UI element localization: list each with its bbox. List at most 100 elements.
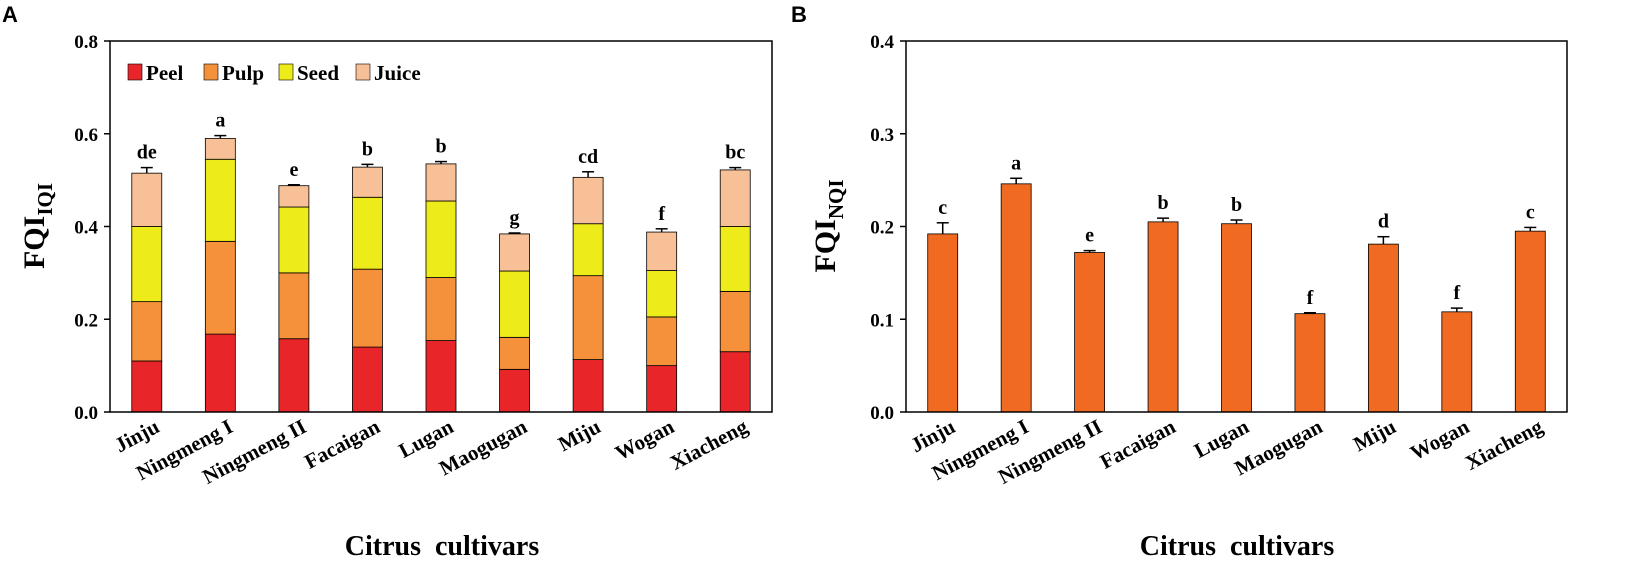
a-bar-xiacheng-pulp	[719, 291, 751, 353]
a-bar-maogugan-pulp	[499, 336, 530, 370]
a-category-label-miju: Miju	[554, 414, 605, 456]
a-sig-label-ningmeng-i: a	[215, 110, 225, 132]
panel-a-legend: Peel Pulp Seed Juice	[127, 61, 421, 85]
a-bar-jinju-juice	[131, 172, 163, 227]
panel-b-letter: B	[791, 2, 807, 27]
svg-text:FQIIQI: FQIIQI	[18, 183, 57, 269]
b-sig-label-lugan: b	[1231, 194, 1242, 216]
a-bar-lugan-juice	[425, 163, 457, 202]
a-ytick-label: 0.8	[74, 32, 98, 53]
a-bar-ningmeng-ii-juice	[278, 185, 310, 208]
b-bar-maogugan	[1294, 313, 1326, 413]
b-sig-label-ningmeng-i: a	[1011, 152, 1021, 174]
a-bar-miju-juice	[572, 176, 604, 225]
a-ytick-label: 0.6	[74, 125, 98, 146]
a-bar-ningmeng-i-seed	[204, 158, 236, 242]
b-bar-lugan	[1221, 223, 1252, 413]
b-bar-facaigan	[1147, 221, 1179, 413]
panel-a-y-axis-title-main: FQI	[18, 216, 51, 269]
panel-b-y-axis-title-sub: NQI	[824, 179, 848, 219]
a-bar-wogan-peel	[646, 365, 678, 413]
legend-peel-swatch	[127, 63, 143, 81]
a-bar-jinju-seed	[131, 226, 163, 303]
b-bar-ningmeng-ii	[1074, 252, 1106, 413]
b-sig-label-facaigan: b	[1157, 192, 1168, 214]
b-ytick-label: 0.0	[870, 403, 894, 424]
a-category-label-facaigan: Facaigan	[300, 414, 384, 474]
a-ytick-label: 0.2	[74, 310, 98, 331]
b-bar-wogan	[1441, 311, 1473, 413]
b-sig-label-ningmeng-ii: e	[1085, 225, 1094, 247]
a-bar-wogan-pulp	[646, 316, 678, 367]
a-bar-lugan-peel	[425, 340, 457, 413]
a-bar-ningmeng-i-juice	[204, 137, 236, 160]
a-sig-label-facaigan: b	[362, 138, 373, 160]
panel-a-y-axis-title-sub: IQI	[33, 183, 57, 216]
a-ytick-label: 0.0	[74, 403, 98, 424]
legend-pulp-swatch	[203, 63, 219, 81]
b-category-label-miju: Miju	[1349, 414, 1400, 456]
a-bar-xiacheng-juice	[719, 169, 751, 227]
b-bar-miju	[1367, 243, 1399, 413]
panel-a-plot-frame	[109, 40, 773, 413]
legend-seed-label: Seed	[297, 61, 339, 85]
a-category-label-xiacheng: Xiacheng	[666, 414, 752, 475]
b-ytick-label: 0.4	[870, 32, 894, 53]
a-bar-ningmeng-ii-seed	[278, 206, 310, 274]
panel-a-y-axis-title: FQIIQI	[18, 183, 57, 269]
b-ytick-label: 0.3	[870, 125, 894, 146]
b-sig-label-xiacheng: c	[1526, 201, 1535, 223]
b-ytick-label: 0.2	[870, 218, 894, 239]
a-sig-label-ningmeng-ii: e	[289, 159, 298, 181]
b-sig-label-maogugan: f	[1307, 287, 1314, 309]
a-bar-xiacheng-peel	[719, 351, 751, 413]
b-ytick-label: 0.1	[870, 310, 894, 331]
a-bar-facaigan-pulp	[352, 268, 383, 348]
panel-b-plot-frame	[905, 40, 1568, 413]
panel-b-y-axis-title-main: FQI	[809, 219, 842, 272]
b-category-label-xiacheng: Xiacheng	[1461, 414, 1547, 475]
a-ytick-label: 0.4	[74, 218, 98, 239]
a-bar-ningmeng-i-peel	[204, 333, 236, 413]
a-sig-label-maogugan: g	[510, 207, 520, 229]
a-sig-label-jinju: de	[137, 142, 157, 164]
a-bar-lugan-seed	[425, 200, 457, 278]
a-bar-miju-peel	[572, 359, 604, 413]
a-bar-lugan-pulp	[425, 277, 457, 341]
b-category-label-facaigan: Facaigan	[1096, 414, 1180, 474]
panel-b-x-axis-title: Citrus cultivars	[1140, 531, 1335, 562]
b-bar-ningmeng-i	[1000, 183, 1032, 413]
legend-pulp-label: Pulp	[222, 61, 264, 85]
a-bar-facaigan-seed	[352, 196, 383, 270]
a-bar-miju-pulp	[572, 275, 604, 360]
b-bar-xiacheng	[1514, 230, 1546, 413]
a-sig-label-lugan: b	[435, 136, 446, 158]
a-bar-wogan-juice	[646, 231, 678, 271]
a-bar-maogugan-peel	[499, 368, 530, 413]
panel-b-y-axis-title: FQINQI	[809, 179, 848, 272]
b-bar-jinju	[927, 233, 959, 413]
a-sig-label-miju: cd	[578, 146, 598, 168]
panel-a-letter: A	[2, 2, 18, 27]
a-bar-ningmeng-ii-peel	[278, 338, 310, 413]
a-bar-xiacheng-seed	[719, 226, 751, 292]
a-bar-wogan-seed	[646, 270, 678, 318]
a-bar-jinju-peel	[131, 360, 163, 413]
legend-juice-swatch	[355, 63, 371, 81]
legend-juice-label: Juice	[374, 61, 421, 85]
a-sig-label-xiacheng: bc	[725, 142, 745, 164]
legend-seed-swatch	[278, 63, 294, 81]
panel-a-x-axis-title: Citrus cultivars	[345, 531, 540, 562]
b-sig-label-jinju: c	[938, 197, 947, 219]
a-bar-maogugan-seed	[499, 270, 530, 338]
b-sig-label-miju: d	[1378, 211, 1389, 233]
a-bar-ningmeng-i-pulp	[204, 240, 236, 335]
a-bar-facaigan-peel	[352, 346, 383, 413]
b-sig-label-wogan: f	[1453, 282, 1460, 304]
a-bar-jinju-pulp	[131, 301, 163, 362]
